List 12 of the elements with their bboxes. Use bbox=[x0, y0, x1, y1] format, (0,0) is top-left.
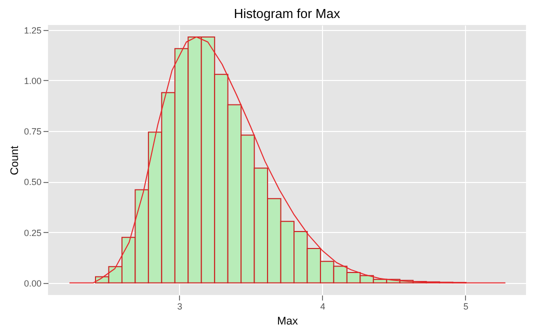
y-tick-label: 0.00 bbox=[24, 278, 42, 288]
x-tick-label: 3 bbox=[177, 302, 182, 312]
y-tick-label: 0.25 bbox=[24, 228, 42, 238]
y-axis-title: Count bbox=[8, 146, 21, 176]
y-tick-label: 0.75 bbox=[24, 126, 42, 137]
chart-title: Histogram for Max bbox=[234, 6, 341, 21]
y-tick-label: 0.50 bbox=[24, 177, 42, 188]
x-tick-label: 5 bbox=[463, 302, 468, 312]
y-tick-label: 1.00 bbox=[24, 76, 42, 86]
x-tick-label: 4 bbox=[320, 302, 326, 312]
y-tick-label: 1.25 bbox=[24, 25, 42, 36]
x-axis-title: Max bbox=[277, 316, 298, 328]
